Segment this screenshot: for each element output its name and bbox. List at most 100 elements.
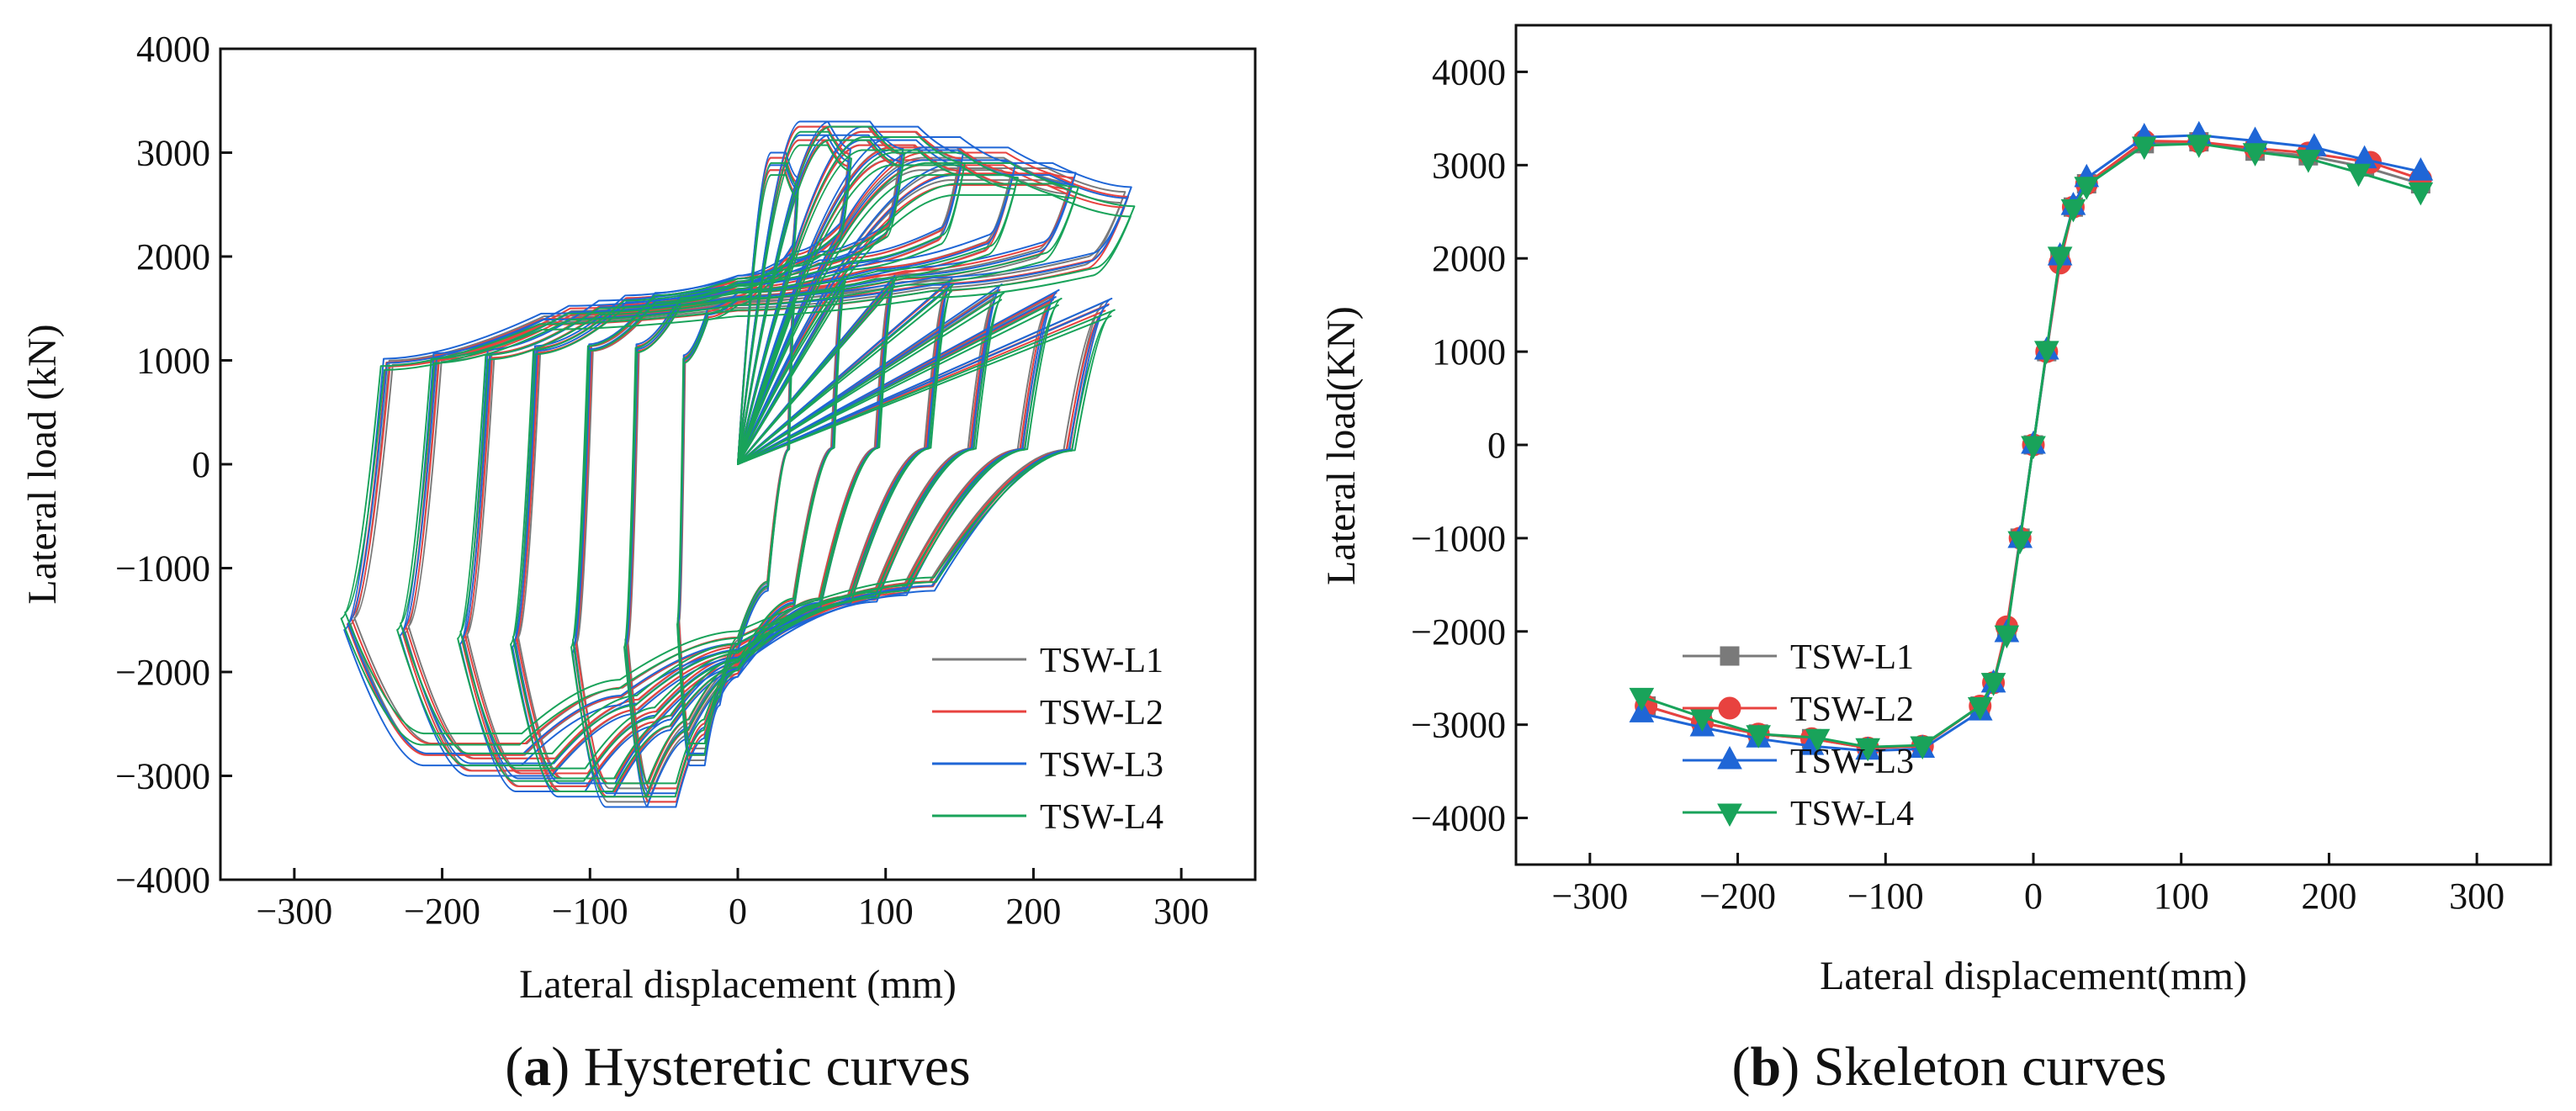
caption-letter: a: [523, 1036, 551, 1098]
hysteresis-loop-tsw-l4: [459, 164, 1016, 770]
y-tick-label: −4000: [115, 860, 210, 901]
y-tick-label: 4000: [1432, 51, 1506, 93]
legend: TSW-L1 TSW-L2 TSW-L3 TSW-L4: [1683, 638, 1914, 833]
legend-label: TSW-L3: [1040, 746, 1163, 785]
y-tick-label: 1000: [1432, 331, 1506, 373]
data-point-tsw-l4: [2047, 246, 2073, 270]
x-axis-ticks: −300 −200 −100 0 100 200 300: [256, 868, 1209, 932]
hysteresis-loop-tsw-l3: [343, 161, 1132, 767]
x-tick-label: 200: [2301, 876, 2356, 917]
data-point-tsw-l4: [1855, 738, 1881, 762]
y-tick-label: −3000: [1411, 705, 1506, 746]
data-point-tsw-l4: [2060, 198, 2086, 223]
legend-marker-tsw-l2: [1718, 696, 1741, 720]
y-axis-ticks: −4000 −3000 −2000 −1000 0 1000 2000 3000 4000: [115, 29, 232, 901]
data-point-tsw-l4: [1980, 673, 2006, 696]
x-tick-label: 0: [729, 891, 747, 932]
hysteresis-loop-tsw-l4: [340, 183, 1136, 746]
legend-label: TSW-L2: [1040, 694, 1163, 733]
y-tick-label: −2000: [115, 652, 210, 693]
hysteresis-loop-tsw-l4: [676, 174, 799, 744]
data-point-tsw-l4: [2074, 177, 2100, 200]
data-point-tsw-l4: [1967, 696, 1993, 721]
y-axis-ticks: −4000 −3000 −2000 −1000 0 1000 2000 3000 4000: [1411, 51, 1528, 839]
hysteresis-loop-tsw-l4: [623, 130, 852, 798]
y-tick-label: −1000: [115, 548, 210, 590]
data-point-tsw-l4: [1994, 625, 2020, 649]
x-tick-label: −300: [256, 891, 332, 932]
x-tick-label: 300: [1153, 891, 1209, 932]
hysteresis-loop-tsw-l3: [573, 134, 903, 795]
y-tick-label: 2000: [1432, 238, 1506, 279]
hysteretic-chart: −300 −200 −100 0 100 200 300 −4000−3000−2000−1…: [20, 29, 1257, 1098]
x-axis-label: Lateral displacement (mm): [519, 962, 957, 1007]
data-point-tsw-l4: [1910, 736, 1936, 760]
hysteresis-loop-tsw-l4: [396, 161, 1079, 767]
x-tick-label: 0: [2024, 876, 2043, 917]
y-axis-label: Lateral load(KN): [1319, 306, 1364, 585]
data-point-tsw-l4: [2186, 135, 2212, 158]
hysteresis-loop-tsw-l1: [466, 159, 1010, 775]
data-point-tsw-l4: [2242, 143, 2268, 167]
y-tick-label: 0: [192, 444, 210, 485]
y-axis-label: Lateral load (kN): [20, 324, 65, 604]
y-tick-label: −2000: [1411, 611, 1506, 653]
data-point-tsw-l4: [2408, 182, 2434, 206]
legend-label: TSW-L3: [1790, 743, 1914, 781]
hysteresis-loop-tsw-l4: [511, 149, 964, 780]
x-tick-label: 100: [2154, 876, 2209, 917]
x-tick-label: −300: [1551, 876, 1628, 917]
legend-label: TSW-L1: [1790, 638, 1914, 677]
data-point-tsw-l4: [1746, 725, 1772, 749]
legend-marker-tsw-l4: [1717, 803, 1742, 828]
hysteresis-loop-tsw-l4: [344, 193, 1132, 735]
y-tick-label: −3000: [115, 756, 210, 797]
skeleton-chart: −300 −200 −100 0 100 200 300 −4000−3000−2000−1…: [1319, 24, 2552, 1098]
hysteresis-loop-tsw-l3: [625, 134, 851, 795]
y-tick-label: 0: [1487, 425, 1506, 466]
y-tick-label: 2000: [136, 236, 210, 278]
x-tick-label: −200: [1699, 876, 1776, 917]
y-tick-label: 3000: [1432, 145, 1506, 186]
x-tick-label: 200: [1005, 891, 1061, 932]
data-point-tsw-l4: [2033, 341, 2059, 364]
x-tick-label: −200: [404, 891, 480, 932]
legend-label: TSW-L2: [1790, 690, 1914, 729]
data-point-tsw-l4: [2295, 150, 2321, 173]
y-tick-label: −4000: [1411, 798, 1506, 839]
legend-marker-tsw-l3: [1717, 745, 1742, 770]
skeleton-curves-group: [1629, 120, 2434, 762]
legend-label: TSW-L4: [1040, 798, 1163, 837]
caption-text: Hysteretic curves: [584, 1036, 971, 1098]
x-tick-label: 100: [858, 891, 914, 932]
legend: TSW-L1 TSW-L2 TSW-L3 TSW-L4: [932, 642, 1163, 837]
hysteresis-loop-tsw-l4: [510, 135, 966, 793]
legend-label: TSW-L1: [1040, 642, 1163, 680]
data-point-tsw-l4: [2021, 436, 2046, 460]
hysteresis-loop-tsw-l2: [464, 159, 1012, 775]
x-tick-label: −100: [1847, 876, 1924, 917]
data-point-tsw-l4: [2345, 163, 2372, 188]
hysteresis-loop-tsw-l4: [572, 139, 904, 785]
data-point-tsw-l4: [1629, 687, 1655, 712]
x-tick-label: −100: [552, 891, 628, 932]
data-point-tsw-l4: [2007, 531, 2033, 555]
data-point-tsw-l4: [2131, 136, 2157, 161]
hysteretic-curves-group: [340, 120, 1136, 808]
y-tick-label: 3000: [136, 133, 210, 174]
hysteresis-loop-tsw-l4: [400, 174, 1076, 754]
x-tick-label: 300: [2449, 876, 2504, 917]
y-tick-label: 1000: [136, 341, 210, 382]
data-point-tsw-l4: [1805, 728, 1831, 753]
legend-label: TSW-L4: [1790, 795, 1914, 833]
x-axis-ticks: −300 −200 −100 0 100 200 300: [1551, 853, 2504, 917]
caption: (a) Hysteretic curves: [505, 1036, 970, 1098]
caption-letter: b: [1751, 1036, 1782, 1098]
legend-marker-tsw-l1: [1720, 646, 1740, 666]
caption-text: Skeleton curves: [1814, 1036, 2167, 1098]
x-axis-label: Lateral displacement(mm): [1820, 954, 2247, 998]
data-point-tsw-l3: [2408, 157, 2434, 181]
y-tick-label: −1000: [1411, 518, 1506, 559]
y-tick-label: 4000: [136, 29, 210, 70]
